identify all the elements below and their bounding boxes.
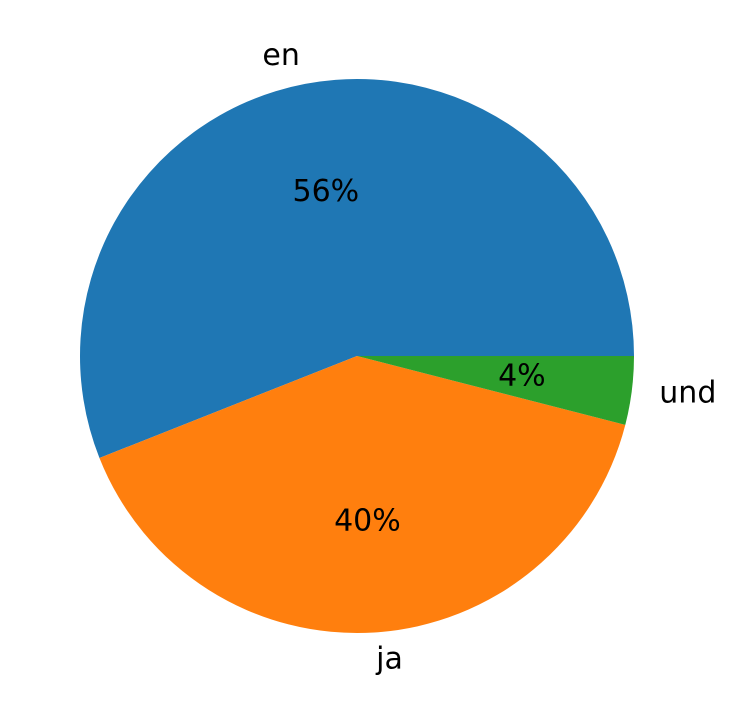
pie-slice: [357, 356, 634, 425]
category-label: en: [262, 38, 299, 73]
category-label: und: [659, 376, 716, 411]
pie-slice: [99, 356, 626, 634]
pie-slice: [79, 78, 634, 458]
value-label: 56%: [293, 174, 360, 209]
value-label: 4%: [498, 358, 546, 393]
category-label: ja: [375, 642, 403, 677]
value-label: 40%: [334, 503, 401, 538]
